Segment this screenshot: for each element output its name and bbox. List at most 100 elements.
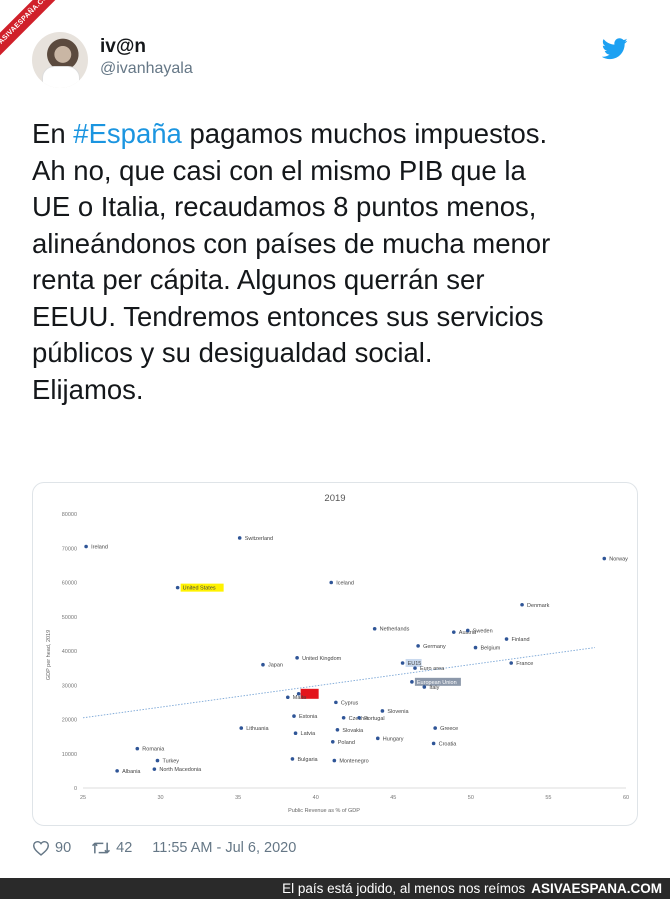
point-hungary [375,736,380,741]
hashtag-link[interactable]: #España [73,118,182,149]
point-label-iceland: Iceland [336,581,354,587]
point-label-north-macedonia: North Macedonia [159,767,202,773]
y-axis-label: GDP per head, 2019 [46,630,52,680]
point-eu15 [400,661,405,665]
point-denmark [520,602,524,607]
tweet-text-line: alineándonos con países de mucha menor [32,227,551,259]
x-axis-label: Public Revenue as % of GDP [288,808,360,814]
point-norway [602,556,607,561]
point-label-slovenia: Slovenia [387,709,409,715]
trendline [82,647,596,719]
point-label-estonia: Estonia [299,714,318,720]
label-highlight-united-states [180,583,224,592]
point-united-states [175,585,180,590]
point-european-union [410,680,414,684]
caption-text: El país está jodido, al menos nos reímos [282,881,526,896]
y-tick-label: 50000 [62,615,77,621]
tweet-text-line: UE o Italia, recaudamos 8 puntos menos, [32,191,537,222]
point-label-eu15: EU15 [408,661,422,667]
point-malta [285,695,290,700]
y-tick-label: 60000 [62,581,77,587]
point-estonia [292,714,296,718]
chart-points: Ireland Switzerland Norway United States Ice… [84,536,628,775]
point-austria [451,630,456,634]
point-north-macedonia [152,767,157,771]
avatar[interactable] [32,32,88,88]
point-finland [504,637,509,641]
tweet-text-line: Elijamos. [32,373,144,405]
x-tick-label: 60 [623,795,629,801]
point-label-european-union: European Union [417,680,457,686]
tweet-media-chart[interactable]: 2019 0 10000 20000 30000 40000 50000 60000 7000… [32,482,638,826]
point-label-sweden: Sweden [473,628,493,634]
point-cyprus [334,700,338,705]
point-label-finland: Finland [512,637,530,643]
y-tick-label: 0 [74,786,77,792]
point-label-lithuania: Lithuania [246,726,269,732]
tweet-text-line: renta per cápita. Algunos querrán ser [32,264,485,295]
tweet-text-line: públicos y su desigualdad social. [32,337,433,368]
point-label-italy: Italy [429,685,439,691]
point-switzerland [237,536,242,540]
point-label-japan: Japan [268,663,283,669]
point-highlight-spain [300,688,319,699]
bottom-caption-bar: El país está jodido, al menos nos reímos… [0,878,670,899]
point-italy [422,685,427,689]
point-ireland [84,544,88,549]
tweet-header: iv@n @ivanhayala [32,30,642,94]
point-label-montenegro: Montenegro [339,759,368,765]
point-label-belgium: Belgium [481,646,501,652]
like-button[interactable]: 90 [32,840,71,856]
point-label-greece: Greece [440,726,458,732]
x-tick-label: 25 [80,795,86,801]
point-label-switzerland: Switzerland [245,536,273,542]
point-czechia [341,715,346,720]
point-slovenia [380,709,385,713]
x-tick-label: 45 [390,795,396,801]
point-label-euro-area: Euro area [420,666,445,672]
point-euro-area [413,666,417,670]
point-label-malta: Malta [293,695,307,701]
tweet-footer: 90 42 11:55 AM - Jul 6, 2020 [32,838,316,858]
point-montenegro [332,758,337,763]
trendline-path [82,647,596,719]
point-spain [296,692,301,696]
point-label-turkey: Turkey [162,759,179,765]
x-tick-label: 35 [235,795,241,801]
twitter-bird-icon[interactable] [602,38,628,60]
heart-icon [32,840,50,856]
tweet-text-line: En #España pagamos muchos impuestos. [32,118,548,149]
label-highlight-european-union [414,677,461,686]
point-portugal [357,715,361,720]
chart-axes: 0 10000 20000 30000 40000 50000 60000 70000 8000… [62,512,629,801]
point-bulgaria [290,757,295,761]
chart-title: 2019 [324,493,345,504]
point-sweden [465,628,470,633]
point-label-bulgaria: Bulgaria [297,757,318,763]
y-tick-label: 70000 [62,546,77,552]
label-highlight-eu15 [405,658,422,667]
point-label-portugal: Portugal [364,716,385,722]
display-name[interactable]: iv@n [100,36,146,57]
retweet-button[interactable]: 42 [91,840,132,856]
point-label-slovakia: Slovakia [342,728,364,734]
point-romania [135,746,140,751]
point-japan [261,662,265,667]
point-united-kingdom [295,656,299,660]
point-label-germany: Germany [423,644,446,650]
point-label-hungary: Hungary [383,736,404,742]
y-tick-label: 80000 [62,512,77,518]
point-label-denmark: Denmark [527,603,550,609]
tweet-text-line: Ah no, que casi con el mismo PIB que la [32,154,526,186]
point-label-norway: Norway [609,557,628,563]
user-handle[interactable]: @ivanhayala [100,60,193,77]
like-count: 90 [55,840,72,856]
point-label-croatia: Croatia [439,741,458,747]
x-tick-label: 30 [158,795,164,801]
tweet-timestamp[interactable]: 11:55 AM - Jul 6, 2020 [152,840,296,856]
point-label-united-states: United States [183,586,216,592]
point-label-cyprus: Cyprus [341,700,359,706]
timestamp-text: 11:55 AM - Jul 6, 2020 [152,840,297,856]
y-tick-label: 30000 [62,683,77,689]
point-lithuania [239,726,244,730]
